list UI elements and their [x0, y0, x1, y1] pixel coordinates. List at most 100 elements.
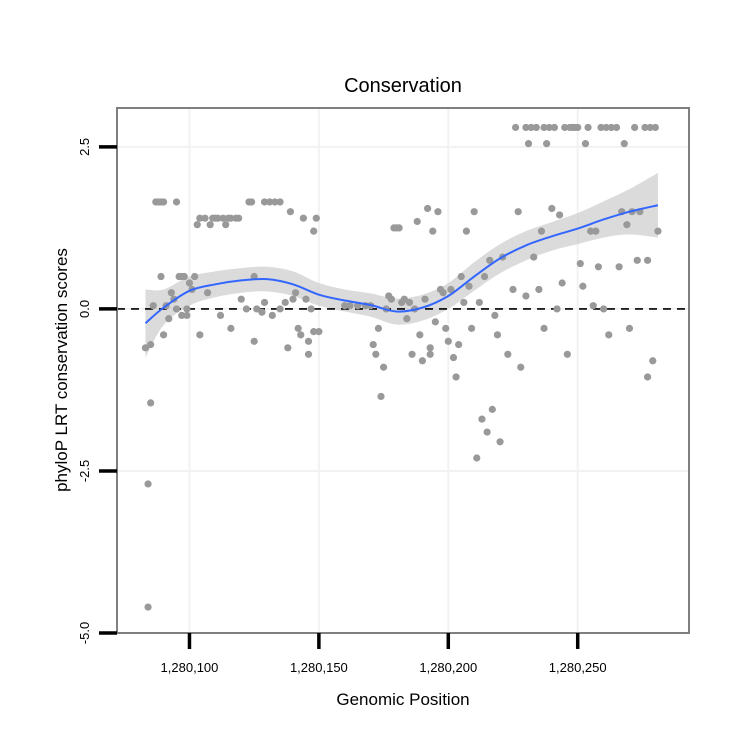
data-point	[266, 198, 274, 206]
data-point	[165, 315, 173, 323]
data-point	[201, 214, 209, 222]
smooth-trend-line	[144, 204, 659, 324]
data-point	[473, 454, 481, 462]
data-point	[276, 305, 284, 313]
data-point	[253, 305, 261, 313]
data-point	[491, 311, 499, 320]
data-point	[561, 123, 569, 132]
data-point	[447, 285, 455, 294]
data-point	[449, 353, 458, 362]
data-point	[555, 211, 564, 219]
data-point	[429, 227, 437, 235]
confidence-band-area	[145, 172, 658, 358]
data-point	[423, 204, 432, 213]
data-point	[258, 308, 266, 316]
data-point	[299, 214, 307, 222]
data-point	[172, 305, 181, 313]
data-point	[470, 208, 478, 216]
data-point	[196, 214, 204, 222]
data-point	[178, 311, 186, 320]
data-point	[276, 198, 284, 206]
data-point	[346, 302, 354, 310]
data-point	[478, 415, 486, 423]
data-point	[460, 298, 468, 307]
data-point	[615, 263, 623, 271]
data-point	[395, 224, 403, 232]
confidence-band	[145, 172, 658, 358]
data-point	[167, 289, 175, 297]
data-point	[532, 123, 540, 132]
data-point	[589, 302, 597, 310]
data-point	[439, 289, 447, 297]
data-point	[605, 331, 613, 339]
data-point	[581, 140, 590, 148]
data-point	[193, 221, 201, 229]
x-axis-title: Genomic Position	[336, 690, 469, 709]
data-point	[442, 324, 450, 332]
data-point	[216, 311, 225, 320]
x-tick-label: 1,280,200	[419, 660, 477, 675]
panel-border	[116, 107, 690, 634]
x-tick-label: 1,280,100	[161, 660, 219, 675]
data-point	[649, 357, 657, 365]
data-point	[558, 279, 566, 287]
data-point	[418, 357, 427, 365]
data-point	[284, 344, 292, 352]
y-tick-label: -2.5	[77, 460, 92, 482]
data-point	[268, 311, 276, 320]
data-point	[183, 305, 191, 313]
data-point	[172, 198, 181, 206]
data-point	[302, 295, 310, 303]
data-point	[553, 305, 561, 313]
data-point	[548, 204, 556, 213]
data-point	[219, 214, 227, 222]
data-point	[147, 399, 155, 407]
y-axis-title: phyloP LRT conservation scores	[52, 248, 71, 492]
x-tick-label: 1,280,150	[290, 660, 348, 675]
data-point	[514, 208, 522, 216]
data-point	[550, 123, 559, 132]
data-point	[206, 221, 214, 229]
data-point	[467, 324, 476, 332]
data-point	[563, 350, 571, 358]
data-point	[643, 373, 652, 381]
data-point	[493, 331, 502, 339]
data-point	[291, 289, 300, 297]
data-point	[465, 282, 473, 290]
data-point	[431, 318, 439, 326]
data-point	[496, 438, 504, 446]
data-point	[159, 198, 168, 206]
data-point	[235, 214, 243, 222]
data-point	[540, 324, 548, 332]
data-point	[457, 272, 465, 281]
data-point	[530, 253, 538, 261]
data-point	[157, 272, 165, 281]
data-point	[592, 227, 600, 235]
data-point	[247, 198, 256, 206]
data-point	[535, 285, 543, 294]
data-point	[602, 123, 610, 132]
data-point	[180, 272, 188, 281]
data-point	[597, 123, 605, 132]
data-point	[475, 298, 483, 307]
data-point	[543, 140, 551, 148]
data-point	[444, 337, 452, 345]
data-point	[455, 340, 463, 349]
data-point	[654, 227, 662, 235]
data-point	[312, 214, 320, 222]
data-point	[511, 123, 520, 132]
data-point	[377, 392, 385, 401]
data-point	[625, 324, 634, 332]
chart-title: Conservation	[344, 75, 462, 97]
data-point	[584, 123, 592, 132]
data-point	[524, 140, 533, 148]
y-tick-label: 2.5	[77, 138, 92, 156]
x-tick-label: 1,280,250	[549, 660, 607, 675]
data-point	[214, 214, 222, 222]
data-point	[297, 331, 305, 339]
data-point	[400, 295, 408, 303]
data-point	[222, 221, 230, 229]
data-point	[304, 350, 313, 358]
data-point	[315, 328, 323, 336]
